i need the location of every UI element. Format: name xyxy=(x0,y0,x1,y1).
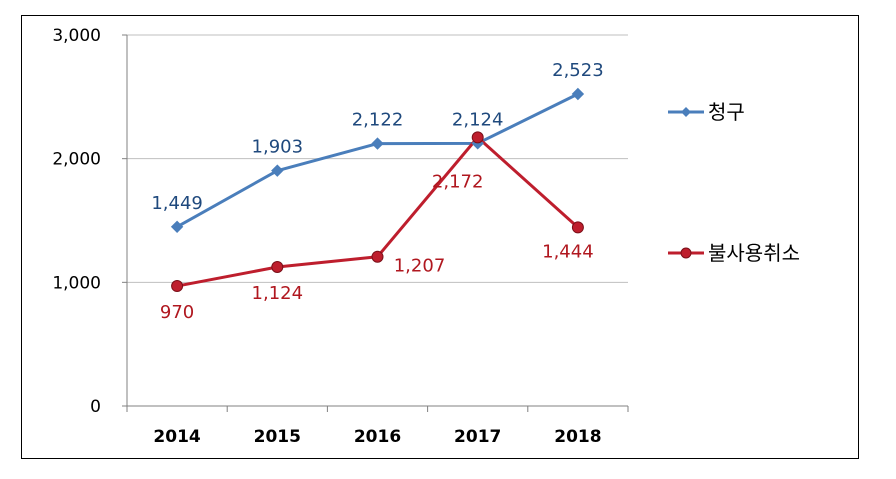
y-tick-label: 0 xyxy=(90,397,101,417)
data-point-청구-2014 xyxy=(170,220,184,234)
data-label: 2,172 xyxy=(432,171,484,192)
data-point-불사용취소-2017 xyxy=(471,131,484,144)
x-tick-label: 2015 xyxy=(254,427,301,447)
data-point-청구-2016 xyxy=(371,137,384,150)
data-point-청구-2018 xyxy=(571,87,585,101)
y-tick-label: 2,000 xyxy=(52,150,101,170)
x-tick-label: 2014 xyxy=(153,427,200,447)
data-point-불사용취소-2018 xyxy=(571,221,584,234)
data-point-불사용취소-2014 xyxy=(171,280,184,293)
data-point-청구-2015 xyxy=(271,164,284,177)
y-tick-label: 1,000 xyxy=(52,273,101,293)
data-label: 2,122 xyxy=(352,110,404,131)
x-tick-label: 2017 xyxy=(454,427,501,447)
data-label: 1,449 xyxy=(151,193,203,214)
data-label: 2,124 xyxy=(452,109,504,130)
data-label: 1,444 xyxy=(542,241,594,262)
series-line-2 xyxy=(176,135,579,288)
legend-marker-2 xyxy=(680,247,692,259)
legend-label-2: 불사용취소 xyxy=(708,241,800,265)
data-label: 1,207 xyxy=(394,256,446,277)
data-label: 1,124 xyxy=(252,283,304,304)
data-label: 2,523 xyxy=(552,60,604,81)
legend-label-1: 청구 xyxy=(708,100,745,124)
chart-frame xyxy=(21,15,859,459)
data-label: 970 xyxy=(160,302,194,323)
x-tick-label: 2016 xyxy=(354,427,401,447)
legend-marker-1 xyxy=(681,107,691,117)
data-point-불사용취소-2015 xyxy=(271,260,284,273)
data-label: 1,903 xyxy=(252,137,304,158)
y-tick-label: 3,000 xyxy=(52,26,101,46)
x-tick-label: 2018 xyxy=(554,427,601,447)
data-point-불사용취소-2016 xyxy=(371,250,384,263)
